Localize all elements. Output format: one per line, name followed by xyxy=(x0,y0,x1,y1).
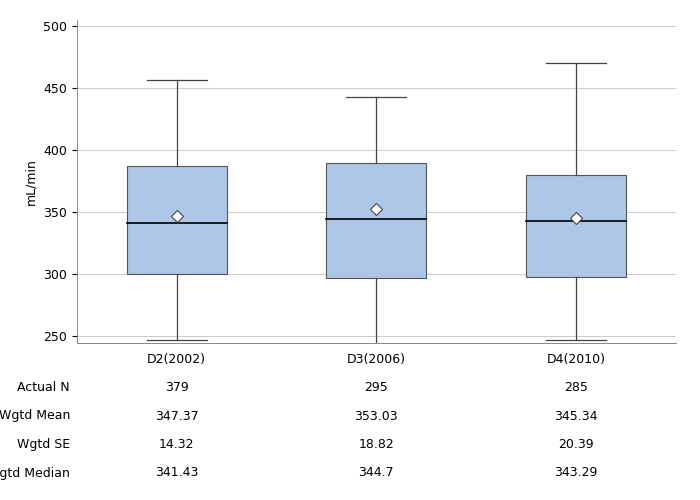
Text: D3(2006): D3(2006) xyxy=(346,352,406,366)
Text: 295: 295 xyxy=(365,381,388,394)
Text: 344.7: 344.7 xyxy=(358,466,394,479)
Text: D4(2010): D4(2010) xyxy=(546,352,606,366)
Y-axis label: mL/min: mL/min xyxy=(25,158,38,204)
Text: 20.39: 20.39 xyxy=(558,438,594,451)
Text: 14.32: 14.32 xyxy=(159,438,195,451)
Text: 285: 285 xyxy=(564,381,588,394)
Text: Wgtd Mean: Wgtd Mean xyxy=(0,410,70,422)
FancyBboxPatch shape xyxy=(326,162,426,278)
Text: 353.03: 353.03 xyxy=(354,410,398,422)
Text: Wgtd SE: Wgtd SE xyxy=(17,438,70,451)
Text: 345.34: 345.34 xyxy=(554,410,598,422)
Text: Actual N: Actual N xyxy=(18,381,70,394)
Text: 343.29: 343.29 xyxy=(554,466,597,479)
Text: 341.43: 341.43 xyxy=(155,466,198,479)
Text: 379: 379 xyxy=(165,381,188,394)
FancyBboxPatch shape xyxy=(526,175,626,277)
FancyBboxPatch shape xyxy=(127,166,227,274)
Text: Wgtd Median: Wgtd Median xyxy=(0,466,70,479)
Text: 18.82: 18.82 xyxy=(358,438,394,451)
Text: 347.37: 347.37 xyxy=(155,410,199,422)
Text: D2(2002): D2(2002) xyxy=(147,352,206,366)
